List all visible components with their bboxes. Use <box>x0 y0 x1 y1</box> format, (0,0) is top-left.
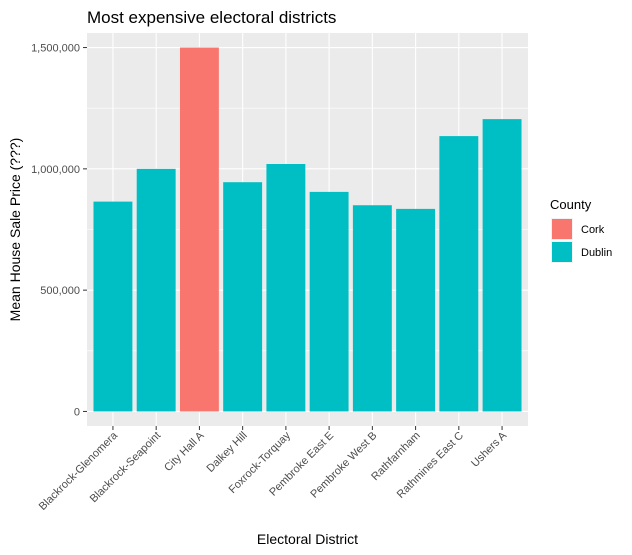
x-tick-label: City Hall A <box>162 429 207 474</box>
x-axis: Blackrock-GlenomeraBlackrock-SeapointCit… <box>37 426 510 513</box>
x-axis-title: Electoral District <box>257 531 358 547</box>
bar <box>93 201 133 412</box>
bar <box>223 182 263 412</box>
legend-swatch <box>552 219 572 239</box>
legend-label: Dublin <box>581 247 612 259</box>
y-tick-label: 1,000,000 <box>31 164 80 176</box>
bars <box>93 47 522 412</box>
bar <box>482 119 522 412</box>
bar <box>179 47 219 412</box>
legend: County Cork Dublin <box>550 197 612 263</box>
legend-swatch <box>552 242 572 262</box>
x-tick-label: Blackrock-Glenomera <box>37 429 121 513</box>
bar <box>136 168 176 412</box>
y-tick-label: 500,000 <box>40 285 80 297</box>
y-axis: 0 500,000 1,000,000 1,500,000 <box>31 43 87 418</box>
x-tick-label: Ushers A <box>469 429 510 470</box>
bar <box>352 205 392 412</box>
y-axis-title: Mean House Sale Price (???) <box>7 138 23 322</box>
legend-label: Cork <box>581 224 605 236</box>
bar <box>439 136 479 412</box>
chart-title: Most expensive electoral districts <box>87 8 336 27</box>
bar <box>266 164 306 412</box>
bar <box>396 208 436 412</box>
bar <box>309 191 349 412</box>
y-tick-label: 1,500,000 <box>31 43 80 55</box>
legend-title: County <box>550 197 592 212</box>
y-tick-label: 0 <box>74 406 80 418</box>
x-tick-label: Dalkey Hill <box>205 430 250 475</box>
